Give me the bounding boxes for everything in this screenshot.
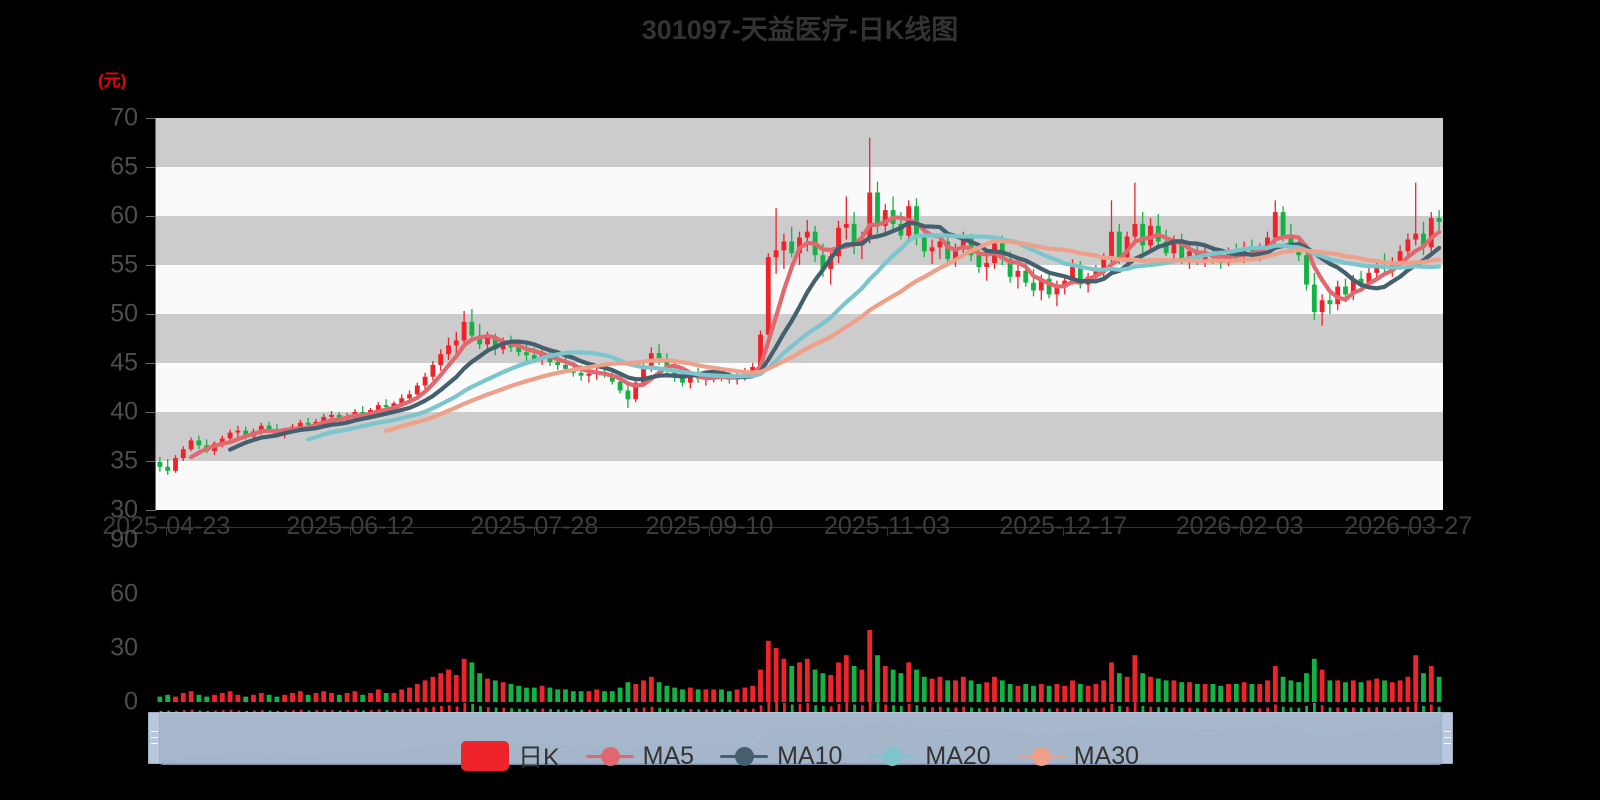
datazoom-handle-left[interactable] [148,712,160,764]
legend-item-ma30[interactable]: MA30 [1016,741,1140,771]
legend-item-ma10[interactable]: MA10 [720,741,842,771]
volume-series [157,630,1442,702]
yaxis-tick [146,461,156,462]
grid-band [156,118,1443,167]
legend-label: MA30 [1073,741,1140,770]
yaxis-label: 55 [110,250,138,279]
xaxis-label: 2025-06-12 [286,512,415,540]
xaxis-line [156,527,1443,528]
yaxis-label: 50 [110,299,138,328]
yaxis-label: 70 [110,103,138,132]
datazoom-selected-window[interactable] [158,713,1442,763]
xaxis-tick [887,527,889,536]
xaxis-tick [1239,527,1241,536]
volume-plot[interactable] [156,540,1443,702]
page-title: 301097-天益医疗-日K线图 [641,15,959,45]
yaxis-label: 45 [110,348,138,377]
xaxis-tick [534,527,536,536]
yaxis-unit-label: (元) [98,71,127,90]
legend-label: MA5 [642,741,695,770]
yaxis-tick [146,167,156,168]
yaxis-tick [146,412,156,413]
yaxis-label: 60 [110,201,138,230]
legend-swatch-ma10 [720,741,769,771]
volume-axis-label: 30 [110,633,138,662]
yaxis-tick [146,265,156,266]
xaxis-label: 2025-09-10 [645,512,774,540]
datazoom-volume-strip [159,697,1441,712]
yaxis-label: 65 [110,152,138,181]
volume-axis-label: 90 [110,525,138,554]
kline-series [157,137,1442,475]
xaxis-label: 2026-02-03 [1175,512,1304,540]
xaxis-label: 2025-07-28 [470,512,599,540]
xaxis-label: 2026-03-27 [1344,512,1473,540]
main-kline-plot[interactable] [156,118,1443,510]
datazoom-handle-right[interactable] [1441,712,1453,764]
xaxis-label: 2025-11-03 [824,512,951,540]
legend-swatch-ma5 [585,741,634,771]
yaxis-tick [146,118,156,119]
volume-axis-label: 60 [110,579,138,608]
yaxis-label: 40 [110,397,138,426]
legend-item-ma5[interactable]: MA5 [585,741,695,771]
legend-item-ma20[interactable]: MA20 [868,741,991,771]
legend-item-k[interactable]: 日K [460,738,560,774]
yaxis-tick [146,216,156,217]
legend-label: MA10 [777,741,843,770]
datazoom-slider[interactable] [157,712,1443,765]
yaxis-tick [146,510,156,511]
xaxis-tick [709,527,711,536]
xaxis-label: 2025-12-17 [999,512,1128,540]
legend-label: 日K [517,744,560,772]
volume-axis-label: 0 [124,687,138,716]
legend-swatch-ma20 [868,741,917,771]
xaxis-tick [350,527,352,536]
legend: 日K MA5 MA10 MA20 MA30 [0,738,1600,774]
yaxis-tick [146,314,156,315]
ma-line-ma20 [306,233,1442,442]
legend-swatch-kline [460,741,509,771]
ma-line-ma5 [189,215,1442,460]
ma-line-ma30 [384,238,1442,433]
legend-label: MA20 [925,741,991,770]
yaxis-label: 30 [110,495,138,524]
legend-swatch-ma30 [1016,741,1065,771]
yaxis-label: 35 [110,446,138,475]
yaxis-tick [146,363,156,364]
ma-line-ma10 [228,220,1442,452]
xaxis-tick [166,527,168,536]
xaxis-tick [1063,527,1065,536]
grid-band [156,412,1443,461]
xaxis-label: 2025-04-23 [102,512,231,540]
xaxis-tick [1408,527,1410,536]
